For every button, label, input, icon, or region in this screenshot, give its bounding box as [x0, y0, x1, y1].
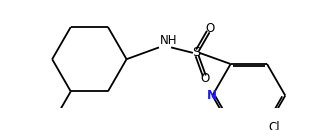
Text: O: O	[201, 72, 210, 85]
Text: NH: NH	[159, 34, 177, 47]
Text: O: O	[205, 22, 215, 35]
Text: N: N	[206, 89, 216, 102]
Text: S: S	[192, 46, 200, 59]
Text: Cl: Cl	[268, 121, 280, 130]
